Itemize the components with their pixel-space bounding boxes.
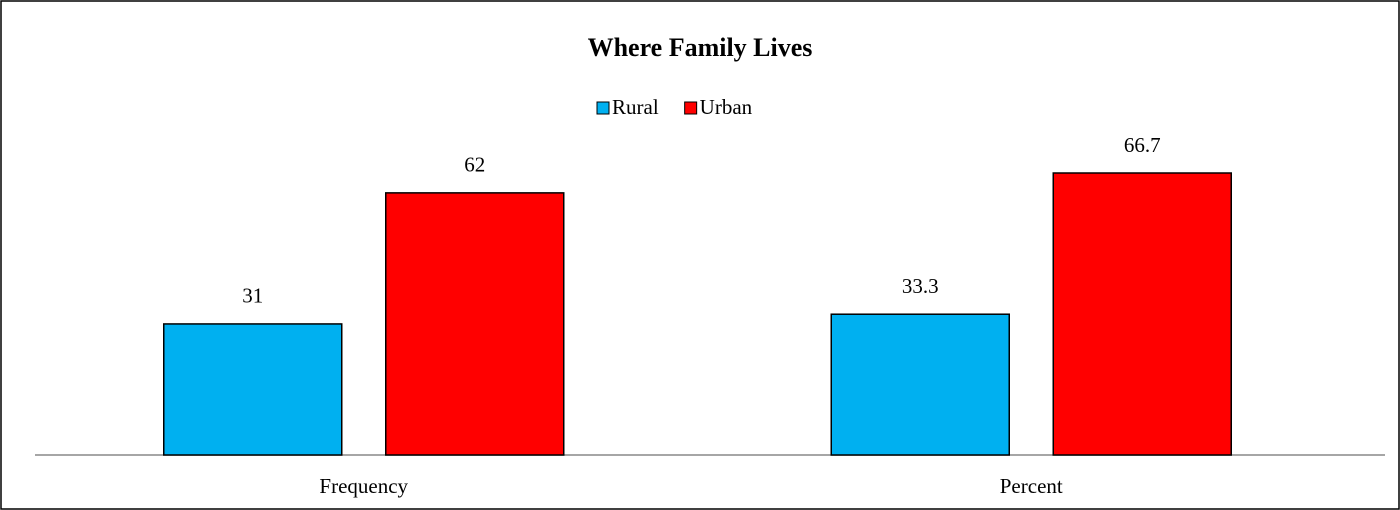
data-label: 66.7: [1124, 133, 1161, 157]
x-tick-label: Percent: [1000, 474, 1063, 498]
chart-title: Where Family Lives: [588, 33, 813, 62]
legend-swatch: [596, 101, 610, 115]
x-tick-label: Frequency: [319, 474, 408, 498]
data-label: 33.3: [902, 274, 939, 298]
data-label: 31: [242, 284, 263, 308]
bar: [830, 313, 1010, 456]
legend-label: Rural: [612, 95, 659, 119]
bar: [385, 192, 565, 456]
legend-label: Urban: [700, 95, 753, 119]
bar: [163, 323, 343, 456]
legend-swatch: [684, 101, 698, 115]
bar: [1052, 172, 1232, 456]
data-label: 62: [464, 153, 485, 177]
